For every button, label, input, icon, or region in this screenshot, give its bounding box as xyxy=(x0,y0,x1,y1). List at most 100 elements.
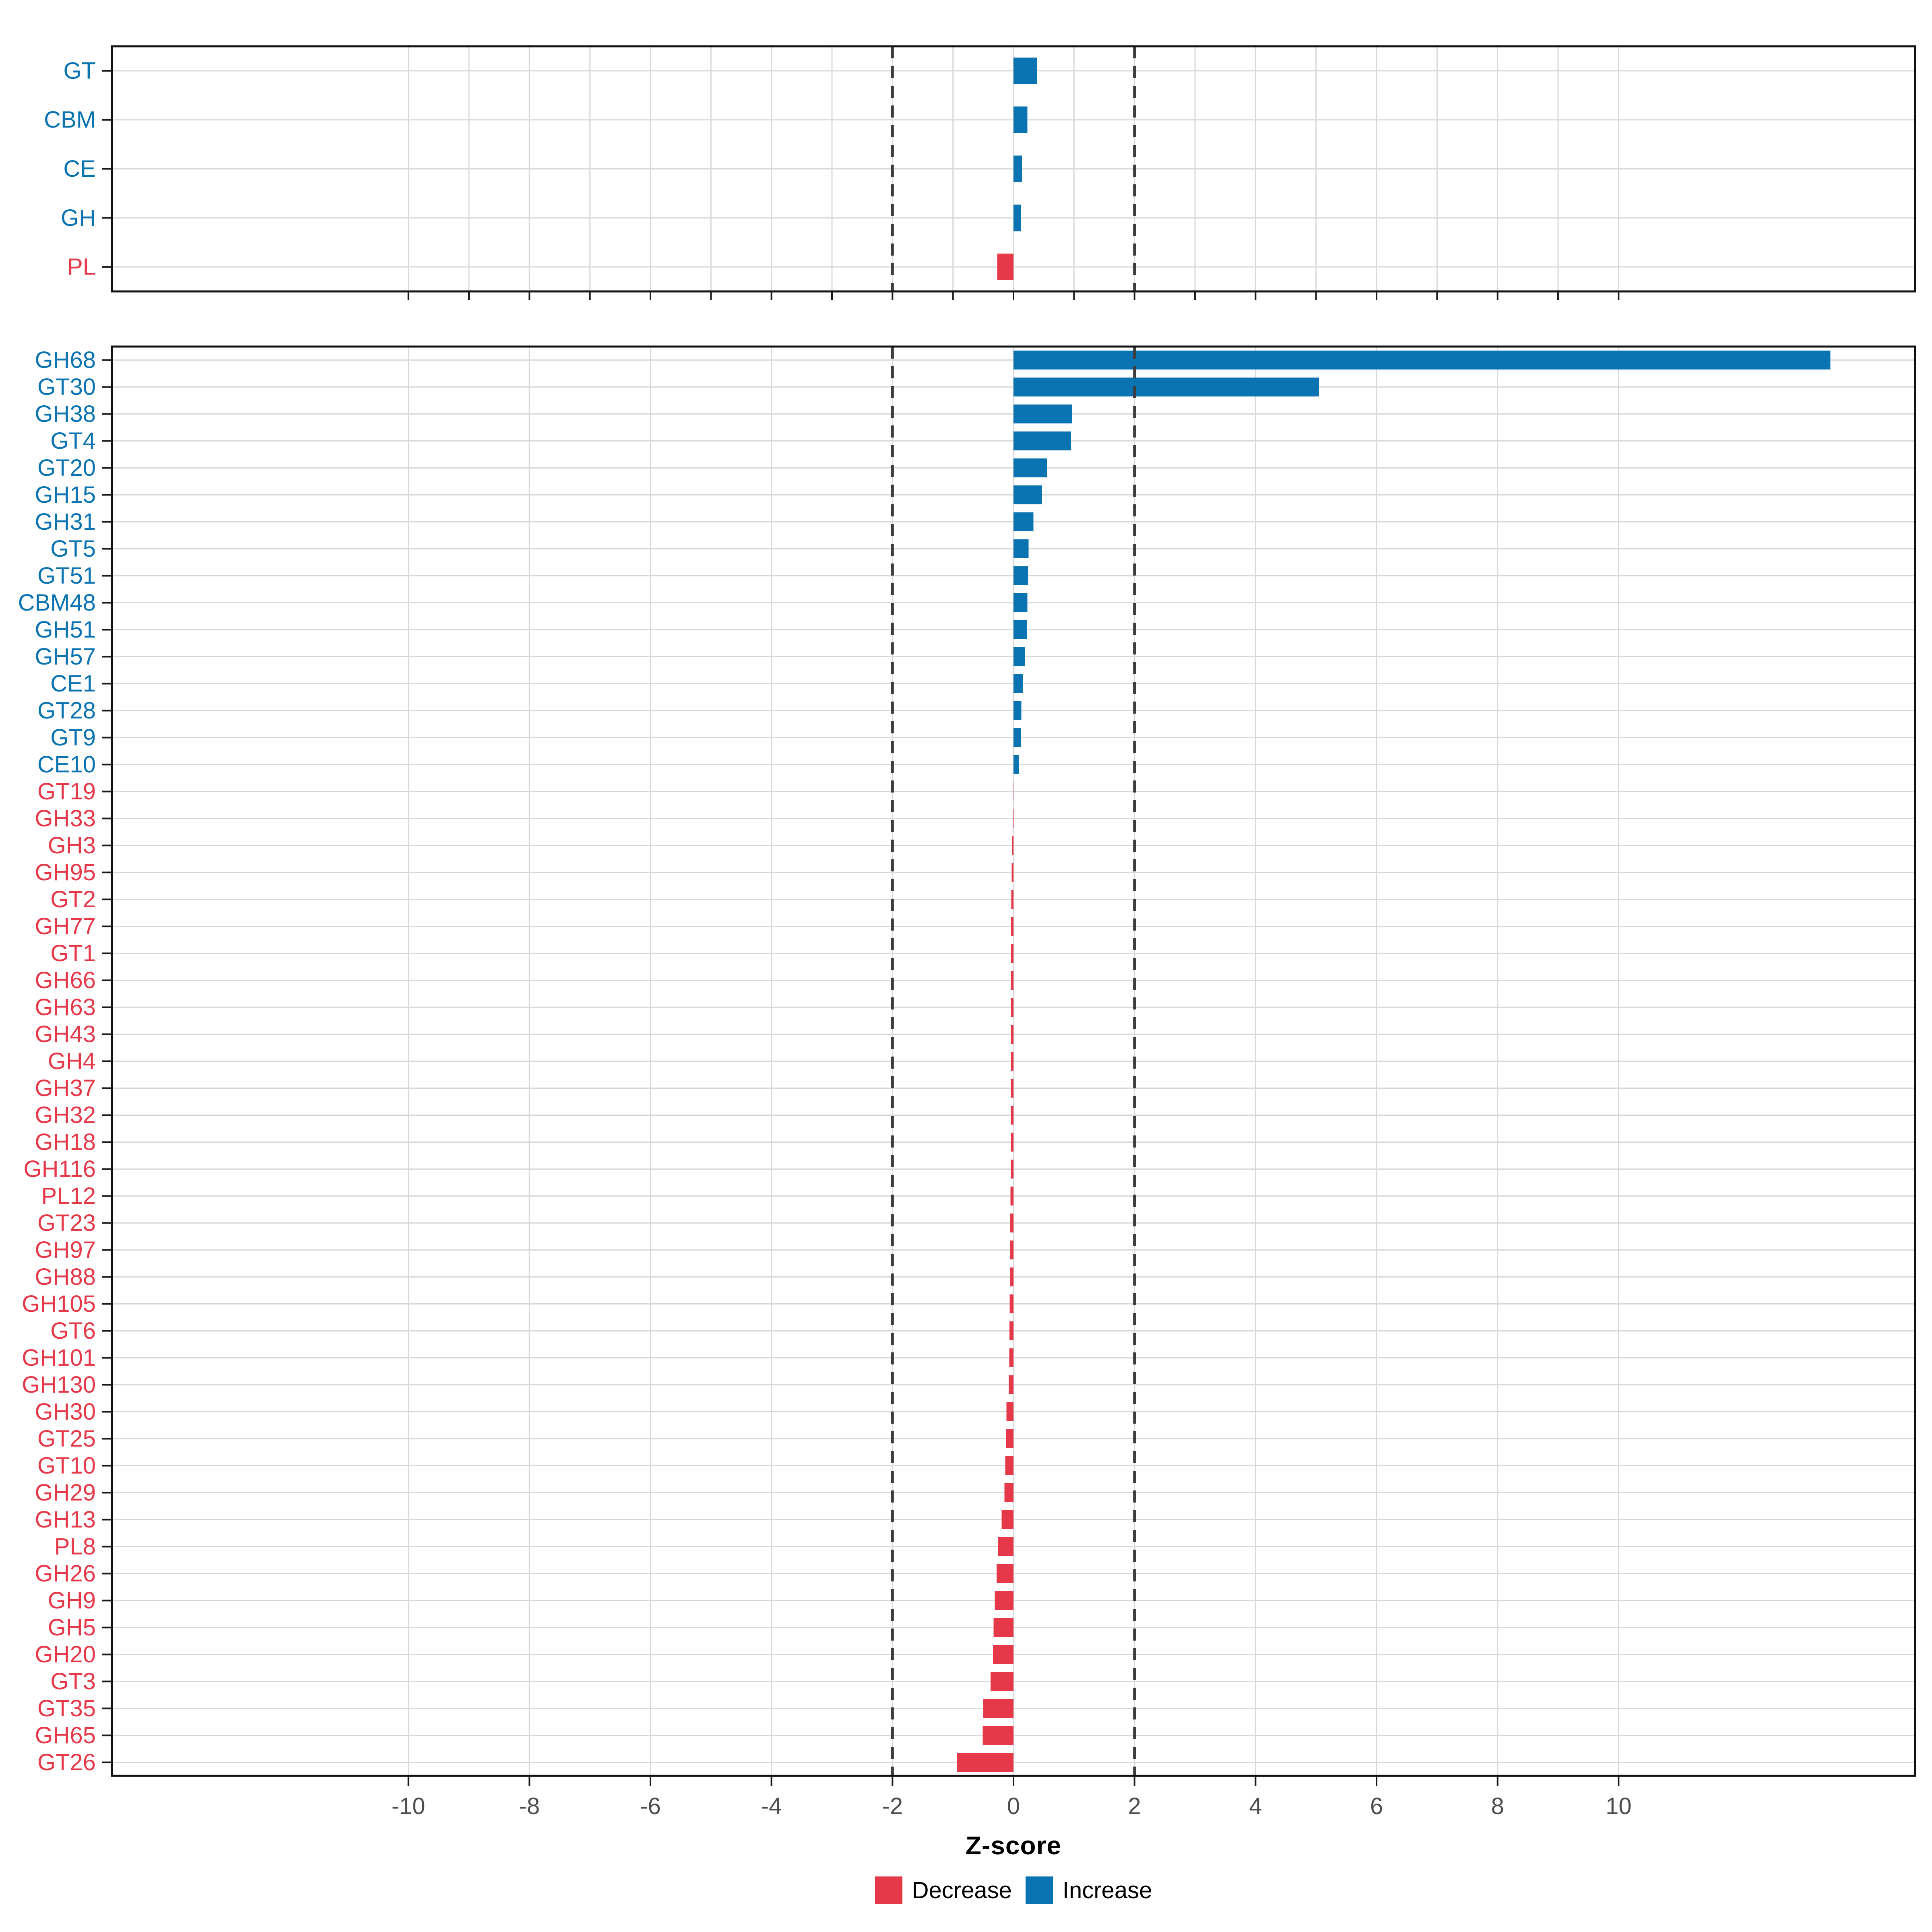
bar-GH68 xyxy=(1013,351,1831,369)
bar-GH38 xyxy=(1013,405,1072,423)
x-tick-label-2: 2 xyxy=(1128,1793,1141,1819)
bar-CBM xyxy=(1013,106,1028,133)
bar-GH15 xyxy=(1013,485,1042,504)
x-tick-label--4: -4 xyxy=(761,1793,782,1819)
x-tick-label--8: -8 xyxy=(519,1793,540,1819)
y-label-GT10: GT10 xyxy=(37,1453,96,1479)
bar-GT1 xyxy=(1011,944,1013,963)
y-label-GH68: GH68 xyxy=(35,347,96,373)
y-label-GH38: GH38 xyxy=(35,401,96,427)
x-tick-label-4: 4 xyxy=(1249,1793,1262,1819)
y-label-GH29: GH29 xyxy=(35,1480,96,1506)
y-label-GH3: GH3 xyxy=(48,832,96,859)
y-label-GT28: GT28 xyxy=(37,698,96,724)
x-tick-label-10: 10 xyxy=(1606,1793,1632,1819)
bar-GH3 xyxy=(1012,836,1013,855)
bar-CE1 xyxy=(1013,674,1024,693)
bar-CE10 xyxy=(1013,755,1019,774)
y-label-GT20: GT20 xyxy=(37,455,96,481)
y-label-GH26: GH26 xyxy=(35,1560,96,1587)
y-label-GH88: GH88 xyxy=(35,1264,96,1290)
bar-CE xyxy=(1013,155,1022,182)
y-label-GH4: GH4 xyxy=(48,1048,96,1074)
y-label-GT: GT xyxy=(63,58,96,84)
y-label-GH130: GH130 xyxy=(22,1372,96,1398)
y-label-GH20: GH20 xyxy=(35,1641,96,1668)
y-label-GT9: GT9 xyxy=(50,724,96,751)
x-tick-label-0: 0 xyxy=(1007,1793,1020,1819)
bar-GH43 xyxy=(1011,1025,1013,1044)
x-tick-label-6: 6 xyxy=(1370,1793,1383,1819)
y-label-CE1: CE1 xyxy=(50,671,96,697)
bar-GH97 xyxy=(1010,1241,1013,1259)
bar-GT5 xyxy=(1013,539,1029,558)
bar-GH66 xyxy=(1011,971,1013,990)
y-label-GT25: GT25 xyxy=(37,1426,96,1452)
y-label-GH65: GH65 xyxy=(35,1722,96,1748)
y-label-GT51: GT51 xyxy=(37,563,96,589)
y-label-GH95: GH95 xyxy=(35,859,96,886)
legend-label-increase: Increase xyxy=(1062,1877,1152,1903)
bar-GH xyxy=(1013,204,1021,231)
bar-GH4 xyxy=(1011,1052,1013,1071)
y-label-GH: GH xyxy=(61,205,96,231)
y-label-GH33: GH33 xyxy=(35,805,96,832)
bar-GH18 xyxy=(1011,1133,1013,1152)
bar-GT4 xyxy=(1013,431,1071,450)
y-label-GH97: GH97 xyxy=(35,1237,96,1263)
y-label-GH15: GH15 xyxy=(35,482,96,508)
bar-GT35 xyxy=(983,1699,1013,1718)
x-tick-label-8: 8 xyxy=(1491,1793,1504,1819)
y-label-GH37: GH37 xyxy=(35,1075,96,1101)
bar-GT6 xyxy=(1009,1321,1013,1340)
y-label-GT4: GT4 xyxy=(50,428,96,454)
bar-GH9 xyxy=(995,1591,1013,1610)
bar-GH105 xyxy=(1009,1294,1013,1313)
bar-GH95 xyxy=(1011,863,1013,882)
y-label-GH77: GH77 xyxy=(35,913,96,939)
y-label-GH57: GH57 xyxy=(35,644,96,670)
bar-PL xyxy=(997,254,1013,281)
y-label-GT19: GT19 xyxy=(37,778,96,805)
bar-GT xyxy=(1013,57,1037,84)
y-label-GT2: GT2 xyxy=(50,886,96,912)
decrease-swatch-icon xyxy=(875,1876,902,1904)
bar-GH65 xyxy=(983,1726,1013,1745)
bar-PL12 xyxy=(1010,1187,1013,1205)
y-label-GT30: GT30 xyxy=(37,374,96,400)
y-label-GH32: GH32 xyxy=(35,1102,96,1128)
bar-GT25 xyxy=(1006,1429,1013,1448)
bar-GH20 xyxy=(993,1645,1013,1664)
bar-CBM48 xyxy=(1013,593,1028,612)
bar-GH37 xyxy=(1011,1079,1013,1098)
bar-GH32 xyxy=(1011,1106,1013,1125)
bar-GT3 xyxy=(990,1672,1013,1691)
y-label-CBM48: CBM48 xyxy=(18,590,96,616)
bar-GH130 xyxy=(1008,1375,1013,1394)
bar-GH77 xyxy=(1011,917,1013,936)
y-label-GH66: GH66 xyxy=(35,967,96,993)
legend: Decrease Increase xyxy=(0,1876,1932,1904)
bar-GH29 xyxy=(1004,1483,1013,1502)
y-label-GT6: GT6 xyxy=(50,1318,96,1344)
y-label-CE10: CE10 xyxy=(37,751,96,778)
y-label-GH31: GH31 xyxy=(35,509,96,535)
bar-GT10 xyxy=(1005,1456,1013,1475)
bar-GT2 xyxy=(1011,890,1013,909)
y-label-GH116: GH116 xyxy=(24,1156,96,1182)
y-label-GT1: GT1 xyxy=(50,940,96,966)
bar-GT9 xyxy=(1013,728,1021,747)
y-label-GH5: GH5 xyxy=(48,1614,96,1641)
y-label-GH18: GH18 xyxy=(35,1129,96,1155)
bar-GH101 xyxy=(1009,1348,1013,1367)
y-label-GT23: GT23 xyxy=(37,1210,96,1236)
bar-GH30 xyxy=(1006,1402,1013,1421)
legend-item-increase: Increase xyxy=(1025,1876,1152,1904)
bar-GT28 xyxy=(1013,701,1022,720)
bar-GT30 xyxy=(1013,378,1319,396)
y-label-CE: CE xyxy=(63,156,96,182)
legend-item-decrease: Decrease xyxy=(875,1876,1012,1904)
bar-GH116 xyxy=(1010,1160,1013,1179)
bar-GH88 xyxy=(1009,1267,1013,1286)
